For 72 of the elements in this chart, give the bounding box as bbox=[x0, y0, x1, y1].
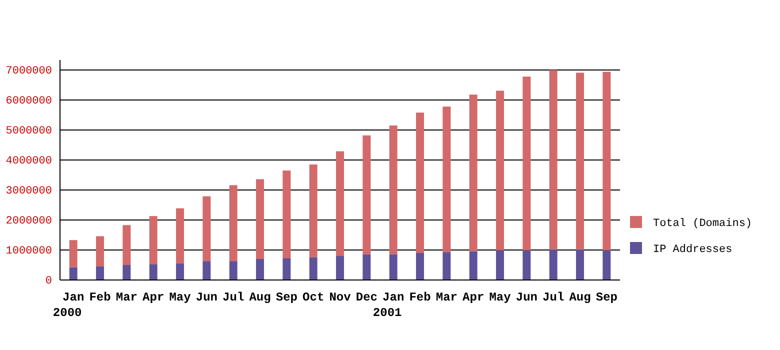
bar bbox=[496, 90, 504, 250]
bar bbox=[229, 185, 238, 262]
y-tick-label: 2000000 bbox=[6, 216, 52, 228]
bar bbox=[576, 72, 584, 250]
x-tick-label: Feb bbox=[89, 290, 111, 305]
bar bbox=[469, 251, 478, 280]
bar bbox=[282, 170, 291, 258]
x-tick-label: Nov bbox=[329, 290, 351, 305]
x-tick-label: Sep bbox=[596, 290, 618, 305]
x-tick-label: Aug bbox=[249, 290, 271, 305]
bar bbox=[522, 250, 531, 280]
legend-label: Total (Domains) bbox=[653, 218, 752, 230]
bar bbox=[496, 250, 504, 280]
bar bbox=[96, 236, 104, 266]
bar bbox=[309, 164, 318, 258]
bar bbox=[256, 179, 264, 259]
bar bbox=[576, 249, 584, 280]
bar bbox=[336, 256, 344, 280]
x-tick-label: Jun bbox=[516, 290, 538, 305]
bar bbox=[149, 216, 158, 264]
x-tick-label: Sep bbox=[276, 290, 298, 305]
x-tick-label: Jul bbox=[542, 290, 564, 305]
bar bbox=[416, 112, 424, 253]
bar bbox=[549, 70, 558, 250]
x-tick-label: May bbox=[169, 290, 191, 305]
bar bbox=[389, 126, 398, 254]
x-tick-label: Mar bbox=[116, 290, 138, 305]
bar bbox=[549, 249, 558, 280]
y-tick-label: 1000000 bbox=[6, 246, 52, 258]
x-tick-label: Jun bbox=[196, 290, 218, 305]
bar bbox=[69, 240, 78, 268]
bar bbox=[389, 254, 398, 280]
x-tick-label: Feb bbox=[409, 290, 431, 305]
x-tick-label: Oct bbox=[302, 290, 324, 305]
bar bbox=[176, 208, 184, 264]
x-tick-label: Jan 2000 bbox=[52, 290, 84, 320]
bar bbox=[602, 250, 611, 280]
y-tick-label: 7000000 bbox=[6, 66, 52, 78]
x-tick-label: May bbox=[489, 290, 511, 305]
bar bbox=[442, 106, 451, 252]
bar bbox=[309, 257, 318, 280]
bar bbox=[176, 263, 184, 280]
y-tick-label: 5000000 bbox=[6, 126, 52, 138]
x-tick-label: Apr bbox=[462, 290, 484, 305]
y-tick-label: 6000000 bbox=[6, 96, 52, 108]
x-tick-label: Mar bbox=[436, 290, 458, 305]
bar bbox=[416, 253, 424, 280]
bar bbox=[69, 267, 78, 280]
bar bbox=[602, 72, 611, 250]
bar bbox=[122, 265, 131, 280]
bar bbox=[522, 76, 531, 250]
bar bbox=[149, 264, 158, 280]
y-tick-label: 0 bbox=[45, 276, 52, 288]
bar bbox=[122, 225, 131, 265]
y-tick-label: 3000000 bbox=[6, 186, 52, 198]
bar bbox=[202, 261, 211, 280]
bar bbox=[442, 252, 451, 280]
bar bbox=[362, 254, 371, 280]
x-tick-label: Apr bbox=[142, 290, 164, 305]
bar bbox=[229, 261, 238, 280]
bar bbox=[202, 196, 211, 262]
x-tick-label: Aug bbox=[569, 290, 591, 305]
bar bbox=[469, 94, 478, 252]
x-tick-label: Dec bbox=[356, 290, 378, 305]
bar bbox=[362, 135, 371, 254]
bar bbox=[256, 259, 264, 280]
y-tick-label: 4000000 bbox=[6, 156, 52, 168]
x-tick-label: Jul bbox=[222, 290, 244, 305]
bar bbox=[282, 258, 291, 280]
legend-label: IP Addresses bbox=[653, 244, 732, 256]
bar bbox=[96, 266, 104, 280]
bar bbox=[336, 151, 344, 256]
